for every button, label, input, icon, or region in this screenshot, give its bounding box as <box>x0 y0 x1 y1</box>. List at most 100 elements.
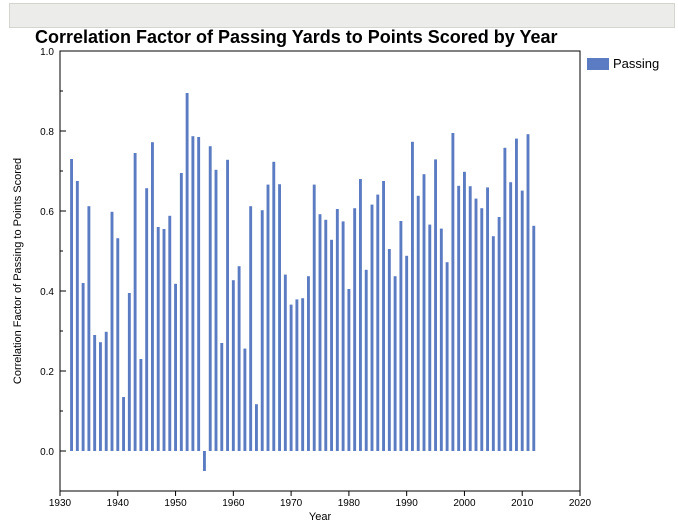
bar-1946 <box>151 142 154 451</box>
bar-2005 <box>491 236 495 451</box>
bar-2011 <box>526 134 530 451</box>
bar-2008 <box>509 182 513 451</box>
legend: Passing <box>587 56 659 71</box>
bar-2007 <box>503 147 507 452</box>
x-tick-label: 1990 <box>396 498 419 509</box>
bar-1967 <box>272 161 276 452</box>
bar-1956 <box>208 146 212 451</box>
x-tick-label: 2010 <box>511 498 534 509</box>
bar-1962 <box>243 348 247 451</box>
bar-1987 <box>387 249 391 451</box>
bar-1953 <box>191 136 195 451</box>
bar-2012 <box>532 225 536 451</box>
bar-2000 <box>463 171 466 452</box>
plot-area <box>59 50 581 492</box>
toolbar-bar <box>9 3 675 28</box>
bar-1991 <box>411 141 414 452</box>
bar-1985 <box>376 194 380 451</box>
bar-1935 <box>87 206 91 451</box>
bar-1979 <box>341 221 345 451</box>
bar-1957 <box>214 169 218 452</box>
bar-1963 <box>249 206 253 451</box>
bar-1973 <box>307 276 310 451</box>
bar-1977 <box>330 239 333 451</box>
bar-2004 <box>486 187 489 451</box>
bar-2003 <box>480 208 484 451</box>
bar-1981 <box>353 208 357 451</box>
x-tick-label: 1930 <box>49 498 72 509</box>
bar-2006 <box>497 217 501 451</box>
bar-1951 <box>179 173 183 451</box>
y-tick-label: 0.2 <box>40 367 54 378</box>
x-axis: 1930 1940 1950 1960 1970 1980 1990 2000 2010 2020 <box>49 491 592 509</box>
bar-1978 <box>335 209 339 451</box>
bar-2010 <box>520 190 524 451</box>
bar-1940 <box>116 238 120 451</box>
bar-1969 <box>283 274 287 451</box>
y-tick-label: 0.8 <box>40 127 54 138</box>
bar-1968 <box>278 184 281 451</box>
bar-1950 <box>174 283 177 451</box>
bar-1995 <box>434 159 437 451</box>
bar-1945 <box>145 188 149 451</box>
bar-1955 <box>203 451 206 471</box>
bar-1959 <box>226 159 229 452</box>
bar-1988 <box>393 276 397 451</box>
bar-1976 <box>324 219 328 451</box>
y-axis: 0.0 0.2 0.4 0.6 0.8 1.0 <box>40 47 66 492</box>
chart-title: Correlation Factor of Passing Yards to P… <box>35 27 558 47</box>
bar-1942 <box>127 293 131 451</box>
legend-label-passing: Passing <box>613 56 660 71</box>
bar-1997 <box>445 262 449 451</box>
bar-1986 <box>382 181 385 451</box>
bar-1936 <box>93 335 97 451</box>
bar-1954 <box>197 137 201 451</box>
y-tick-label: 0.0 <box>40 447 54 458</box>
bar-1990 <box>405 255 409 451</box>
bar-1983 <box>364 269 368 451</box>
x-tick-label: 2020 <box>569 498 592 509</box>
x-tick-label: 1960 <box>222 498 245 509</box>
bar-2009 <box>515 138 518 451</box>
bar-1947 <box>156 227 160 451</box>
bar-1980 <box>347 289 351 451</box>
bar-1974 <box>312 184 316 451</box>
bar-1994 <box>428 224 432 451</box>
bar-1948 <box>162 229 166 451</box>
bar-1961 <box>237 266 241 451</box>
bar-1975 <box>318 214 322 451</box>
bar-1972 <box>301 298 305 451</box>
bar-1943 <box>133 153 137 451</box>
bar-1982 <box>359 179 362 451</box>
x-axis-label: Year <box>309 511 332 523</box>
bar-1998 <box>451 133 455 451</box>
bar-1966 <box>266 184 270 451</box>
x-tick-label: 1950 <box>164 498 187 509</box>
bar-1993 <box>422 174 426 451</box>
bar-1971 <box>295 299 299 451</box>
bar-1933 <box>75 181 79 451</box>
bar-1952 <box>185 93 189 451</box>
bar-1939 <box>110 211 114 451</box>
bar-1964 <box>255 404 258 451</box>
bar-1965 <box>260 210 264 451</box>
bar-1992 <box>416 195 420 451</box>
bar-1970 <box>289 304 293 451</box>
bar-1944 <box>139 359 143 451</box>
bar-1937 <box>99 342 102 451</box>
bars-passing <box>70 93 536 471</box>
x-tick-label: 1970 <box>280 498 303 509</box>
bar-2001 <box>468 186 472 451</box>
bar-1984 <box>370 204 374 451</box>
bar-1999 <box>457 185 461 452</box>
x-tick-label: 1980 <box>338 498 361 509</box>
bar-1949 <box>168 215 172 451</box>
bar-1941 <box>122 397 125 451</box>
bar-1932 <box>70 159 73 451</box>
legend-swatch-passing <box>587 57 609 70</box>
x-tick-label: 2000 <box>453 498 476 509</box>
y-tick-label: 0.6 <box>40 207 54 218</box>
bar-1996 <box>439 228 443 451</box>
bar-1958 <box>220 343 224 451</box>
